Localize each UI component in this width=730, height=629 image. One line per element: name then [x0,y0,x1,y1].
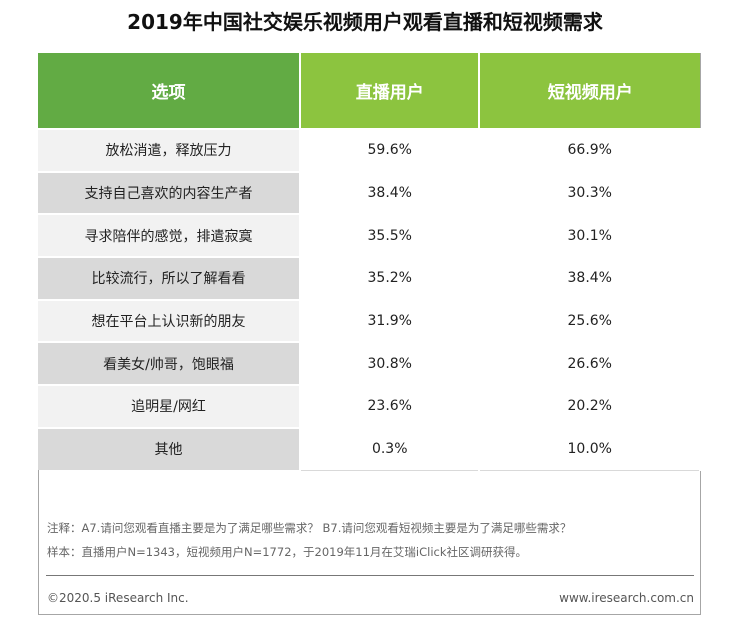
short-video-value-cell: 66.9% [479,128,701,173]
live-value-cell: 38.4% [300,170,481,215]
option-cell: 支持自己喜欢的内容生产者 [38,170,301,215]
live-value-cell: 59.6% [300,128,481,173]
short-video-value-cell: 30.3% [479,170,701,215]
chart-title: 2019年中国社交娱乐视频用户观看直播和短视频需求 [127,10,603,34]
short-video-value-cell: 25.6% [479,298,701,343]
table-row: 其他 0.3% 10.0% [38,426,701,471]
option-cell: 想在平台上认识新的朋友 [38,298,301,343]
live-value-cell: 30.8% [300,341,481,386]
live-value-cell: 31.9% [300,298,481,343]
table-row: 寻求陪伴的感觉，排遣寂寞 35.5% 30.1% [38,213,701,258]
table-row: 想在平台上认识新的朋友 31.9% 25.6% [38,298,701,343]
live-value-cell: 35.2% [300,256,481,301]
option-cell: 追明星/网红 [38,384,301,428]
sample-text: 样本：直播用户N=1343，短视频用户N=1772，于2019年11月在艾瑞iC… [47,545,528,559]
live-value-cell: 0.3% [300,426,481,471]
table-row: 比较流行，所以了解看看 35.2% 38.4% [38,256,701,301]
short-video-value-cell: 30.1% [479,213,701,258]
data-table: 选项 直播用户 短视频用户 放松消遣，释放压力 59.6% 66.9% 支持自己喜欢的… [38,53,701,471]
table-row: 看美女/帅哥，饱眼福 30.8% 26.6% [38,341,701,386]
header-live: 直播用户 [300,53,481,129]
option-cell: 寻求陪伴的感觉，排遣寂寞 [38,213,301,258]
option-cell: 比较流行，所以了解看看 [38,256,301,300]
option-cell: 放松消遣，释放压力 [38,128,301,172]
website: www.iresearch.com.cn [559,591,694,605]
short-video-value-cell: 10.0% [479,426,701,471]
live-value-cell: 35.5% [300,213,481,258]
live-value-cell: 23.6% [300,384,481,429]
table-row: 追明星/网红 23.6% 20.2% [38,384,701,429]
option-cell: 其他 [38,426,301,470]
table-row: 放松消遣，释放压力 59.6% 66.9% [38,128,701,173]
short-video-value-cell: 20.2% [479,384,701,429]
header-row: 选项 直播用户 短视频用户 [38,53,700,129]
note-text: 注释：A7.请问您观看直播主要是为了满足哪些需求？ B7.请问您观看短视频主要是… [47,521,572,535]
option-cell: 看美女/帅哥，饱眼福 [38,341,301,386]
short-video-value-cell: 26.6% [479,341,701,386]
copyright: ©2020.5 iResearch Inc. [47,591,189,605]
divider [46,575,694,576]
header-short-video: 短视频用户 [479,53,700,129]
short-video-value-cell: 38.4% [479,256,701,301]
table-row: 支持自己喜欢的内容生产者 38.4% 30.3% [38,170,701,215]
header-option: 选项 [38,53,301,129]
